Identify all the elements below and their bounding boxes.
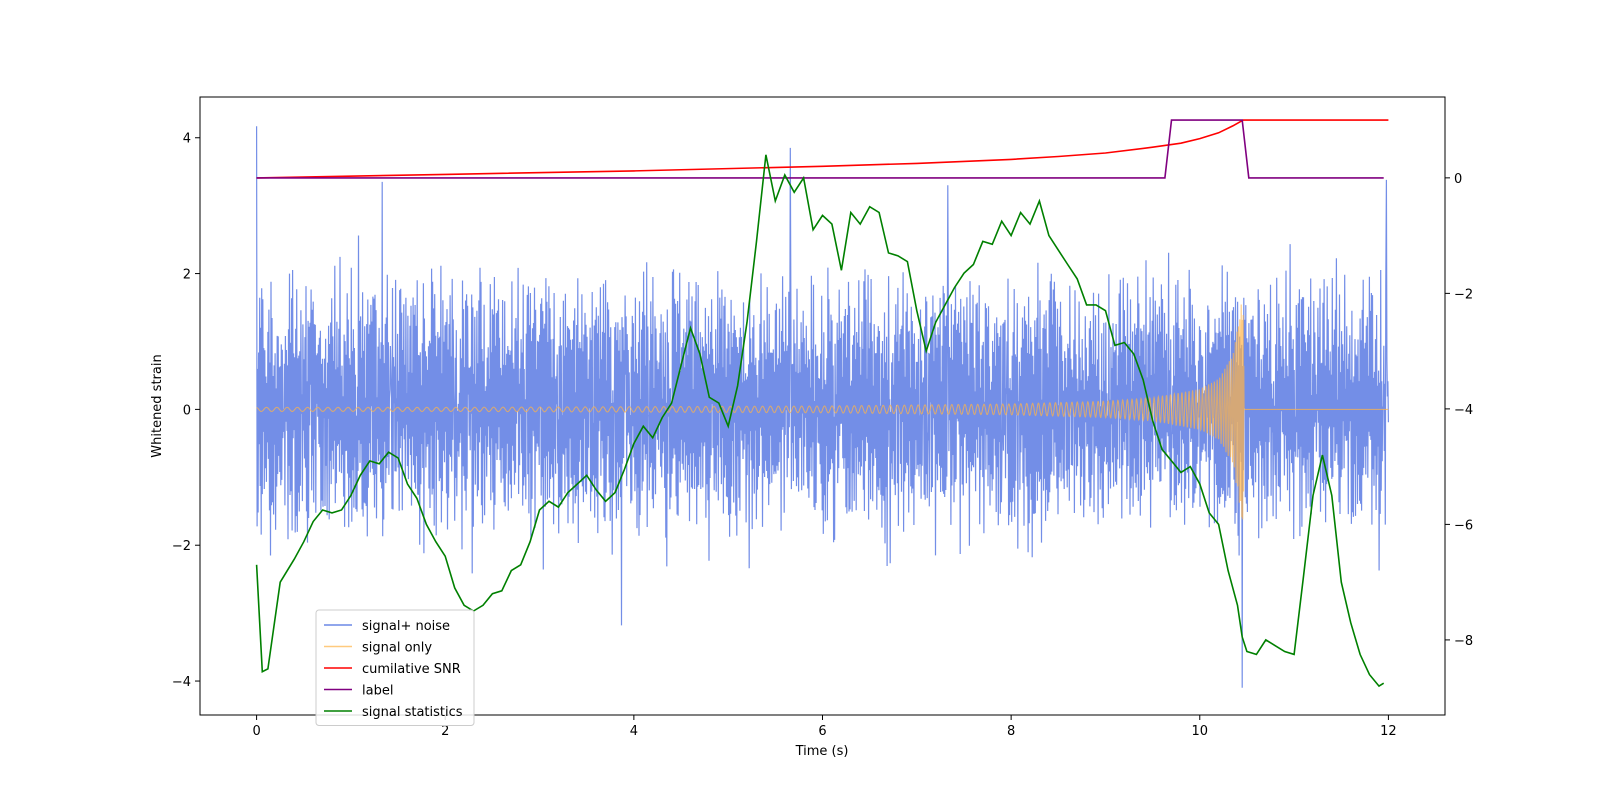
legend-label-2: cumilative SNR (362, 662, 461, 677)
legend: signal+ noise signal only cumilative SNR la… (315, 609, 475, 726)
y-axis-right: 0 −2 −4 −6 −8 (1445, 172, 1473, 649)
y-tick-label-4: 4 (183, 132, 191, 147)
x-tick-label-0: 0 (252, 724, 260, 739)
y-tick-label-3: 2 (183, 268, 191, 283)
y2-tick-label-0: 0 (1454, 172, 1462, 187)
series-signal-statistics (255, 154, 1385, 688)
x-tick-label-6: 12 (1380, 724, 1397, 739)
legend-box (315, 609, 475, 726)
y-tick-label-1: −2 (172, 539, 191, 554)
x-tick-label-4: 8 (1007, 724, 1015, 739)
series-cumulative-snr (256, 119, 1389, 179)
x-axis-label: Time (s) (795, 744, 849, 759)
legend-label-3: label (362, 684, 393, 699)
x-tick-label-1: 2 (441, 724, 449, 739)
x-tick-label-2: 4 (630, 724, 638, 739)
x-tick-label-3: 6 (818, 724, 826, 739)
y-tick-label-0: −4 (172, 675, 191, 690)
y-tick-label-2: 0 (183, 403, 191, 418)
series-label (256, 119, 1384, 179)
series-layer (255, 119, 1389, 688)
y-axis-label: Whitened strain (150, 354, 165, 457)
y2-tick-label-3: −6 (1454, 518, 1473, 533)
series-signal-only (256, 304, 1389, 520)
legend-label-4: signal statistics (362, 705, 463, 720)
legend-label-1: signal only (362, 641, 432, 656)
x-tick-label-5: 10 (1191, 724, 1208, 739)
y2-tick-label-4: −8 (1454, 634, 1473, 649)
y2-tick-label-1: −2 (1454, 287, 1473, 302)
y-axis-left: −4 −2 0 2 4 (172, 132, 200, 690)
y2-tick-label-2: −4 (1454, 403, 1473, 418)
legend-label-0: signal+ noise (362, 619, 450, 634)
